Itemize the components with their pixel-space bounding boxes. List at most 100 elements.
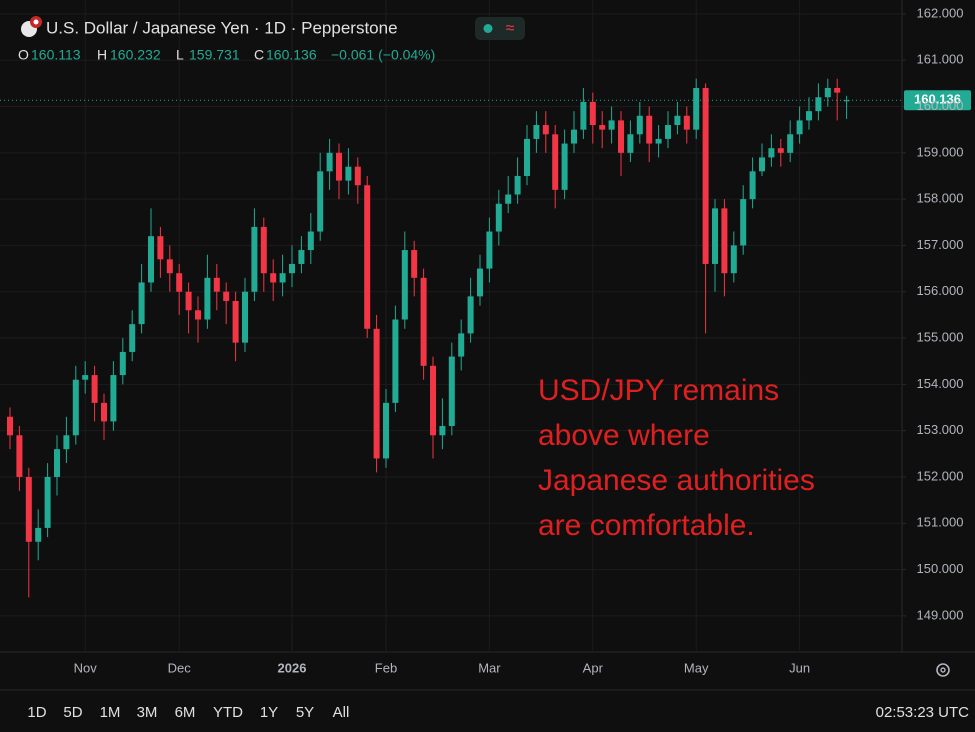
candle-body bbox=[336, 152, 342, 181]
range-button[interactable]: 5Y bbox=[296, 704, 314, 721]
candle-body bbox=[759, 157, 765, 172]
y-tick-label: 161.000 bbox=[917, 52, 964, 67]
y-tick-label: 160.000 bbox=[917, 98, 964, 113]
y-tick-label: 152.000 bbox=[917, 468, 964, 483]
candle-body bbox=[157, 236, 164, 260]
y-tick-label: 157.000 bbox=[917, 237, 964, 252]
candle-body bbox=[242, 291, 248, 343]
candle-body bbox=[495, 203, 502, 232]
settings-icon[interactable] bbox=[936, 663, 950, 677]
candle-body bbox=[665, 125, 671, 139]
y-tick-label: 154.000 bbox=[917, 376, 964, 391]
candle-body bbox=[148, 236, 154, 283]
candle-body bbox=[608, 120, 615, 130]
y-tick-label: 156.000 bbox=[917, 283, 964, 298]
candle-body bbox=[834, 87, 841, 93]
y-tick-label: 155.000 bbox=[917, 329, 964, 344]
candle-body bbox=[101, 402, 107, 422]
range-button[interactable]: YTD bbox=[213, 704, 243, 721]
range-button[interactable]: 1M bbox=[100, 704, 121, 721]
candle-body bbox=[16, 435, 23, 477]
y-tick-label: 149.000 bbox=[917, 607, 964, 622]
candle-body bbox=[411, 250, 418, 278]
x-tick-label: Apr bbox=[583, 660, 604, 675]
candle-body bbox=[82, 375, 89, 380]
x-tick-label: 2026 bbox=[278, 660, 307, 675]
ohlc-value: 160.113 bbox=[31, 47, 81, 63]
range-button[interactable]: 1D bbox=[27, 704, 46, 721]
candle-body bbox=[683, 115, 690, 130]
x-tick-label: Mar bbox=[478, 660, 501, 675]
candle-body bbox=[618, 120, 624, 153]
candle-body bbox=[824, 87, 831, 98]
last-price-label: 160.136 bbox=[914, 92, 961, 107]
annotation: Japanese authorities bbox=[538, 464, 815, 497]
candle-body bbox=[270, 273, 277, 283]
chart-title: U.S. Dollar / Japanese Yen · 1D · Pepper… bbox=[46, 18, 398, 37]
candle-body bbox=[458, 333, 465, 357]
candle-body bbox=[110, 375, 117, 422]
candle-body bbox=[712, 208, 718, 264]
candle-body bbox=[119, 351, 126, 376]
range-button[interactable]: 5D bbox=[63, 704, 82, 721]
symbol-icon bbox=[21, 16, 42, 37]
candle-body bbox=[223, 291, 230, 301]
candle-body bbox=[843, 100, 850, 102]
candle-body bbox=[777, 148, 784, 153]
candle-body bbox=[439, 426, 446, 436]
range-button[interactable]: 1Y bbox=[260, 704, 278, 721]
candle-body bbox=[91, 375, 98, 403]
ohlc-key: H bbox=[97, 47, 107, 63]
candle-body bbox=[279, 273, 286, 283]
candle-body bbox=[646, 115, 653, 144]
x-tick-label: Nov bbox=[74, 660, 98, 675]
candle-body bbox=[505, 194, 512, 204]
candle-body bbox=[166, 259, 173, 274]
candle-body bbox=[25, 476, 32, 542]
status-badge: ≈ bbox=[475, 17, 525, 40]
y-tick-label: 162.000 bbox=[917, 5, 964, 20]
candle-body bbox=[195, 310, 201, 320]
candle-body bbox=[467, 296, 474, 334]
range-button[interactable]: 6M bbox=[175, 704, 196, 721]
candle-body bbox=[298, 250, 305, 264]
candle-body bbox=[533, 125, 540, 139]
ohlc-value: 160.136 bbox=[266, 47, 317, 63]
candle-body bbox=[72, 379, 79, 436]
candle-body bbox=[251, 226, 258, 292]
candle-body bbox=[627, 134, 634, 153]
candle-body bbox=[571, 129, 577, 144]
candle-body bbox=[44, 476, 51, 528]
range-button[interactable]: All bbox=[333, 704, 350, 721]
candle-body bbox=[129, 324, 136, 352]
candle-body bbox=[373, 328, 380, 459]
candle-body bbox=[401, 250, 408, 320]
candle-body bbox=[655, 138, 662, 144]
annotation: above where bbox=[538, 419, 710, 452]
y-tick-label: 151.000 bbox=[917, 515, 964, 530]
range-button[interactable]: 3M bbox=[137, 704, 158, 721]
candle-body bbox=[317, 171, 324, 232]
y-tick-label: 150.000 bbox=[917, 561, 964, 576]
candle-body bbox=[815, 97, 822, 112]
candle-body bbox=[796, 120, 803, 135]
candle-body bbox=[289, 263, 295, 274]
candle-body bbox=[383, 402, 389, 459]
candle-body bbox=[486, 231, 493, 269]
candle-body bbox=[232, 300, 239, 343]
ohlc-key: O bbox=[18, 47, 29, 63]
ohlc-key: L bbox=[176, 47, 184, 63]
candle-body bbox=[524, 138, 530, 176]
candle-body bbox=[392, 319, 399, 403]
candle-body bbox=[345, 166, 352, 181]
y-tick-label: 159.000 bbox=[917, 144, 964, 159]
ohlc-key: C bbox=[254, 47, 264, 63]
candle-body bbox=[730, 245, 737, 274]
candle-body bbox=[420, 277, 427, 366]
candle-body bbox=[477, 268, 483, 297]
candle-body bbox=[740, 199, 747, 246]
candle-body bbox=[63, 435, 70, 450]
candle-body bbox=[307, 231, 314, 251]
